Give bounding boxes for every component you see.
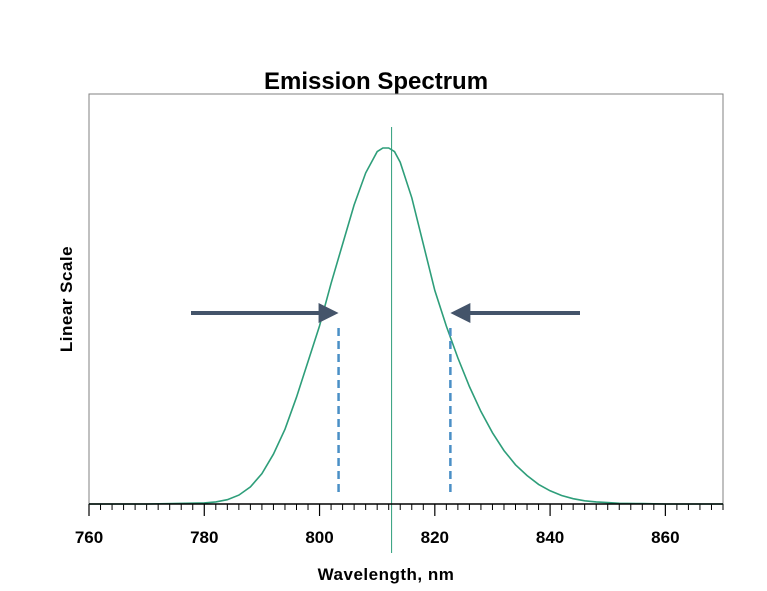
x-tick-label: 860 — [651, 528, 679, 547]
y-axis-label: Linear Scale — [57, 246, 76, 352]
x-tick-label: 760 — [75, 528, 103, 547]
fwhm-left-arrow — [191, 303, 339, 323]
plot-area-frame — [88, 93, 724, 505]
emission-curve — [89, 147, 723, 505]
x-minor-ticks — [100, 504, 724, 510]
x-major-ticks — [88, 504, 666, 516]
x-tick-label: 820 — [421, 528, 449, 547]
x-tick-labels: 760 780 800 820 840 860 — [75, 528, 680, 547]
x-axis-label: Wavelength, nm — [318, 565, 455, 584]
x-tick-label: 840 — [536, 528, 564, 547]
x-tick-label: 800 — [305, 528, 333, 547]
chart-title: Emission Spectrum — [264, 68, 488, 95]
fwhm-right-arrow — [450, 303, 580, 323]
arrow-head — [450, 303, 471, 323]
x-tick-label: 780 — [190, 528, 218, 547]
arrow-head — [318, 303, 339, 323]
